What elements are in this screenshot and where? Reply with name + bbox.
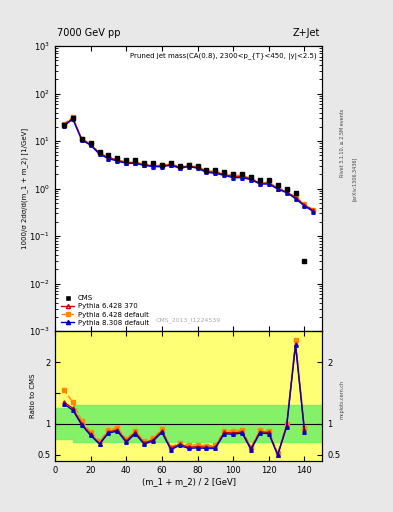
Text: mcplots.cern.ch: mcplots.cern.ch <box>340 380 345 419</box>
Text: Rivet 3.1.10, ≥ 2.5M events: Rivet 3.1.10, ≥ 2.5M events <box>340 109 345 178</box>
Text: [arXiv:1306.3436]: [arXiv:1306.3436] <box>352 157 357 201</box>
Y-axis label: Ratio to CMS: Ratio to CMS <box>29 374 36 418</box>
Text: 7000 GeV pp: 7000 GeV pp <box>57 28 121 38</box>
Y-axis label: 1000/σ 2dσ/d(m_1 + m_2) [1/GeV]: 1000/σ 2dσ/d(m_1 + m_2) [1/GeV] <box>21 128 28 249</box>
Text: Z+Jet: Z+Jet <box>293 28 320 38</box>
Text: Pruned jet mass(CA(0.8), 2300<p_{T}<450, |y|<2.5): Pruned jet mass(CA(0.8), 2300<p_{T}<450,… <box>130 53 316 60</box>
Legend: CMS, Pythia 6.428 370, Pythia 6.428 default, Pythia 8.308 default: CMS, Pythia 6.428 370, Pythia 6.428 defa… <box>59 293 151 328</box>
Text: CMS_2013_I1224539: CMS_2013_I1224539 <box>156 317 221 323</box>
X-axis label: (m_1 + m_2) / 2 [GeV]: (m_1 + m_2) / 2 [GeV] <box>141 477 236 486</box>
